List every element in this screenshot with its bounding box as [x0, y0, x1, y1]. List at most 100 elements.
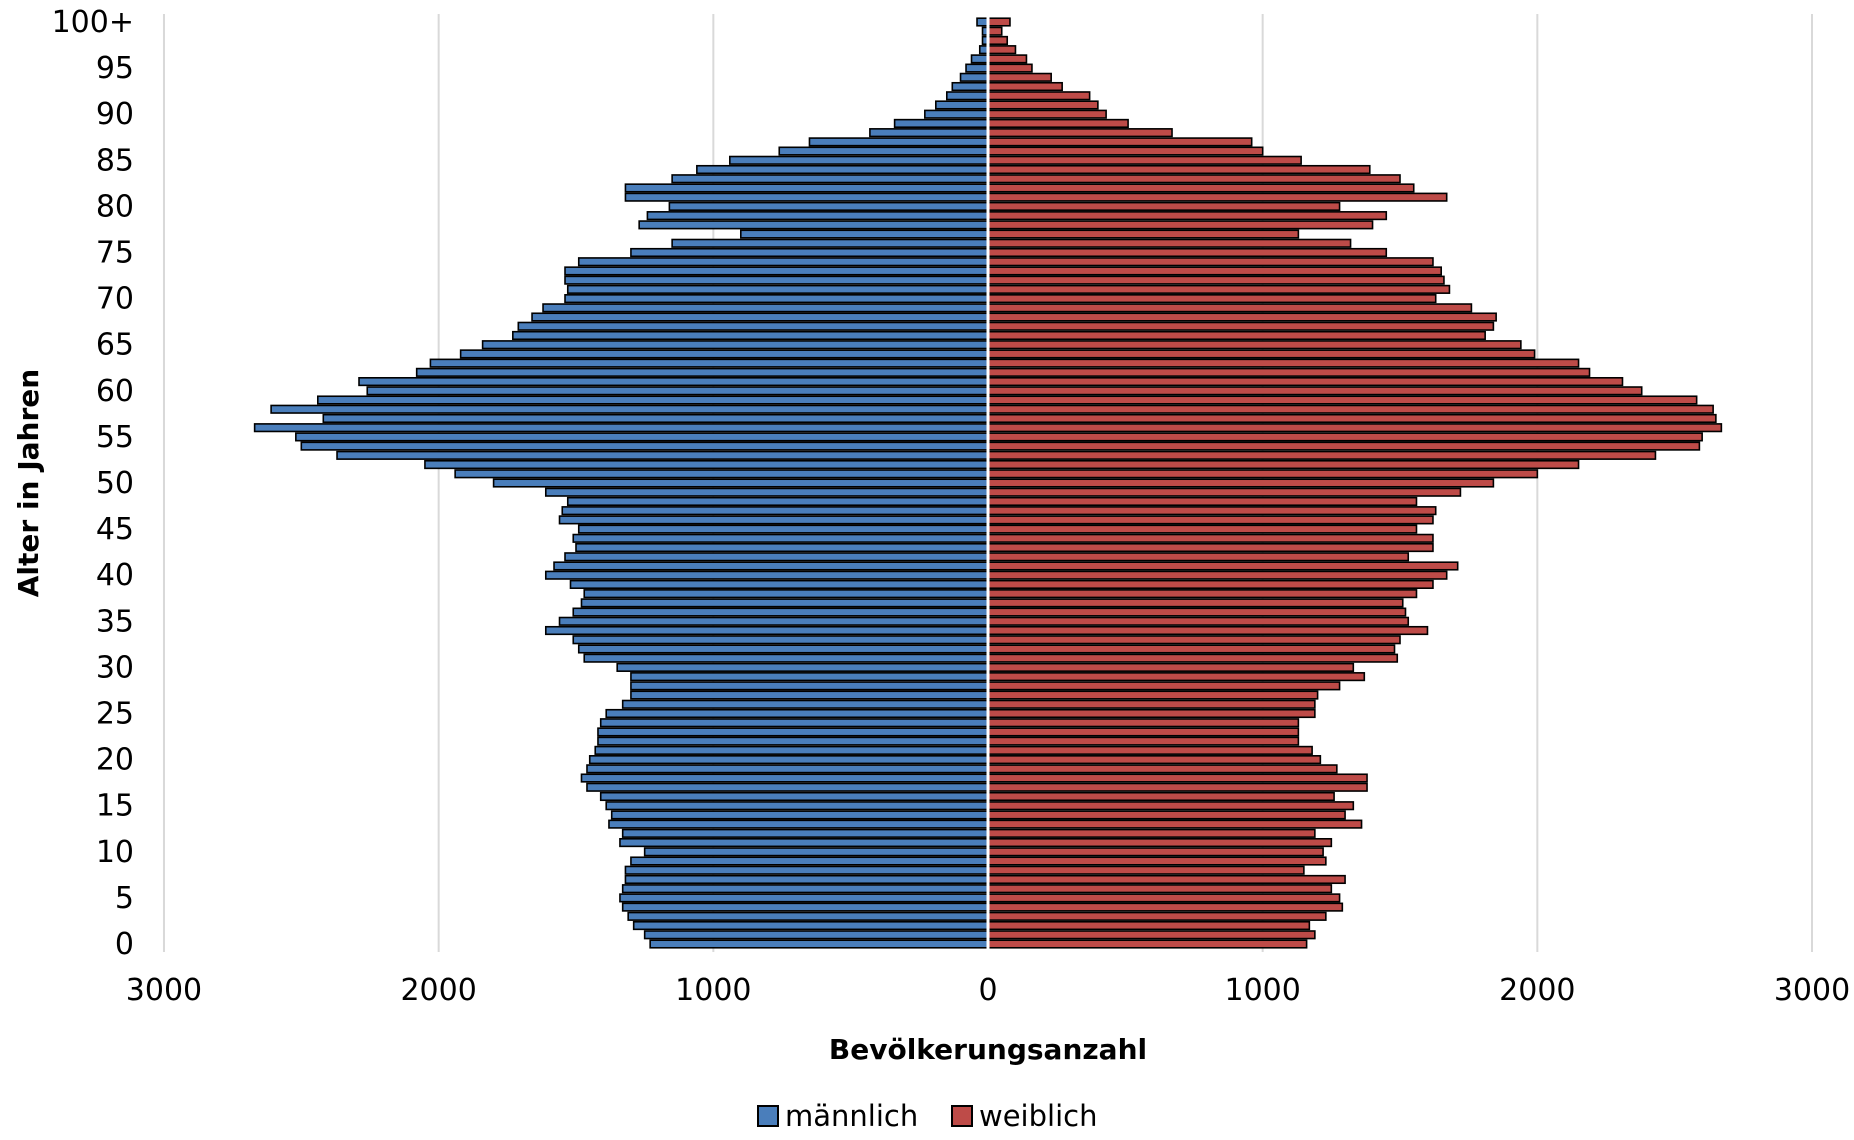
bar-female: [987, 727, 1300, 737]
bar-female: [987, 128, 1173, 138]
bar-female: [987, 340, 1522, 350]
bar-male: [630, 690, 989, 700]
bar-female: [987, 570, 1448, 580]
bar-male: [649, 939, 989, 949]
bar-female: [987, 718, 1300, 728]
bar-male: [668, 201, 989, 211]
bar-female: [987, 782, 1368, 792]
y-tick-label: 20: [96, 743, 134, 778]
bar-female: [987, 229, 1300, 239]
bar-male: [621, 884, 989, 894]
bar-female: [987, 589, 1418, 599]
bar-male: [583, 589, 989, 599]
bar-female: [987, 413, 1717, 424]
bar-female: [987, 791, 1335, 802]
x-tick-label: 2000: [1499, 973, 1575, 1008]
bar-female: [987, 625, 1429, 636]
bar-female: [987, 552, 1410, 562]
bar-male: [544, 625, 989, 636]
bar-male: [869, 128, 989, 138]
bar-male: [621, 699, 989, 709]
bar-male: [671, 174, 989, 184]
bar-male: [588, 755, 989, 765]
legend-swatch-male: [757, 1105, 779, 1127]
bar-male: [671, 238, 989, 248]
bar-male: [544, 487, 989, 497]
bar-male: [481, 340, 989, 350]
bar-male: [638, 220, 989, 230]
bar-female: [987, 533, 1434, 543]
bar-female: [987, 773, 1368, 783]
x-tick-label: 1000: [675, 973, 751, 1008]
bar-male: [624, 192, 989, 202]
bar-male: [566, 284, 989, 294]
bar-male: [945, 91, 989, 101]
bar-female: [987, 561, 1459, 571]
bar-female: [987, 294, 1437, 304]
bar-male: [597, 736, 989, 746]
bar-male: [512, 330, 989, 341]
y-tick-label: 40: [96, 558, 134, 593]
bar-female: [987, 91, 1091, 101]
bar-male: [295, 432, 989, 442]
y-tick-label: 100+: [52, 5, 134, 40]
bar-male: [270, 404, 989, 414]
bar-male: [594, 745, 989, 755]
bar-male: [624, 874, 989, 885]
bar-male: [632, 920, 989, 931]
bar-male: [564, 294, 989, 304]
bar-male: [580, 773, 989, 783]
y-tick-label: 25: [96, 697, 134, 732]
bar-male: [646, 211, 989, 221]
bar-male: [454, 469, 989, 479]
bar-female: [987, 100, 1099, 110]
legend-swatch-female: [951, 1105, 973, 1127]
bar-male: [544, 570, 989, 580]
y-tick-label: 15: [96, 789, 134, 824]
bar-male: [951, 81, 989, 92]
x-axis-title: Bevölkerungsanzahl: [829, 1033, 1147, 1066]
bar-male: [630, 856, 989, 866]
bar-female: [987, 708, 1316, 719]
bar-female: [987, 174, 1401, 184]
bar-male: [558, 616, 989, 626]
bar-female: [987, 386, 1643, 396]
bar-male: [564, 266, 989, 276]
bar-male: [696, 164, 989, 175]
bar-female: [987, 893, 1341, 903]
y-tick-label: 5: [115, 881, 134, 916]
bar-male: [572, 607, 989, 617]
bar-female: [987, 487, 1462, 497]
bar-female: [987, 220, 1374, 230]
bar-female: [987, 930, 1316, 940]
bar-male: [300, 441, 989, 451]
bar-female: [987, 515, 1434, 525]
bar-male: [599, 718, 989, 728]
y-tick-label: 35: [96, 604, 134, 639]
bar-male: [459, 349, 989, 359]
bar-male: [586, 782, 989, 792]
bar-female: [987, 321, 1495, 331]
x-tick-label: 3000: [126, 973, 202, 1008]
bar-female: [987, 736, 1300, 746]
bar-female: [987, 17, 1011, 27]
bar-male: [608, 819, 989, 829]
bar-female: [987, 395, 1698, 405]
bar-female: [987, 579, 1434, 590]
bar-male: [569, 579, 989, 590]
bar-female: [987, 801, 1355, 811]
bar-female: [987, 247, 1388, 258]
bar-male: [621, 828, 989, 838]
bar-female: [987, 699, 1316, 709]
bar-male: [610, 810, 989, 820]
bar-male: [415, 367, 989, 377]
bar-male: [605, 708, 989, 719]
y-tick-label: 45: [96, 512, 134, 547]
bar-female: [987, 884, 1333, 894]
bar-male: [577, 524, 989, 534]
bar-female: [987, 284, 1451, 294]
bar-male: [358, 376, 989, 387]
bar-male: [624, 865, 989, 875]
bar-male: [429, 358, 989, 368]
bar-female: [987, 764, 1338, 774]
